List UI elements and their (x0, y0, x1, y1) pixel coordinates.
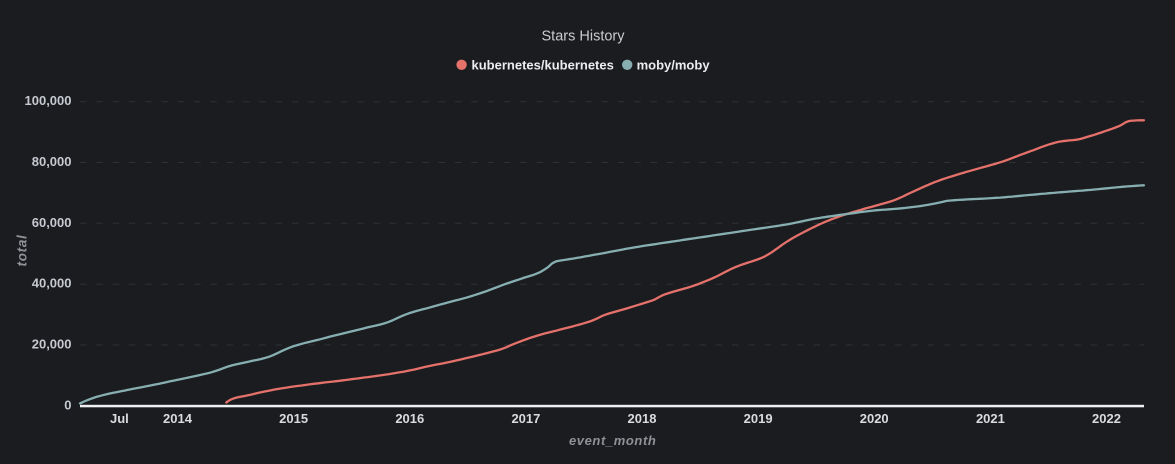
svg-text:60,000: 60,000 (32, 215, 72, 230)
svg-text:2015: 2015 (279, 411, 308, 426)
svg-text:2017: 2017 (511, 411, 540, 426)
svg-text:Jul: Jul (110, 411, 129, 426)
svg-text:2014: 2014 (163, 411, 193, 426)
svg-text:0: 0 (64, 397, 71, 412)
svg-text:100,000: 100,000 (25, 93, 72, 108)
svg-text:kubernetes/kubernetes: kubernetes/kubernetes (472, 57, 614, 72)
svg-text:2021: 2021 (976, 411, 1005, 426)
svg-text:event_month: event_month (569, 433, 657, 448)
svg-text:40,000: 40,000 (32, 276, 72, 291)
svg-text:20,000: 20,000 (32, 337, 72, 352)
svg-text:2018: 2018 (628, 411, 657, 426)
svg-text:80,000: 80,000 (32, 154, 72, 169)
svg-text:2016: 2016 (395, 411, 424, 426)
svg-text:total: total (15, 235, 30, 267)
svg-text:moby/moby: moby/moby (637, 57, 711, 72)
svg-text:2022: 2022 (1092, 411, 1121, 426)
svg-text:2020: 2020 (860, 411, 889, 426)
svg-text:2019: 2019 (744, 411, 773, 426)
svg-text:Stars History: Stars History (542, 29, 626, 45)
